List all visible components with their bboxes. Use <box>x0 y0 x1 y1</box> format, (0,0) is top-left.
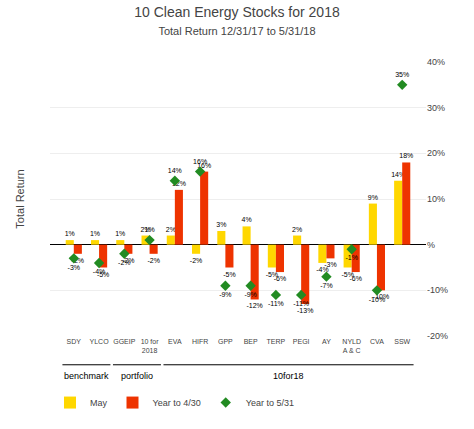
svg-text:-20%: -20% <box>427 331 448 341</box>
svg-text:HIFR: HIFR <box>192 338 208 345</box>
svg-text:-2%: -2% <box>122 257 134 264</box>
svg-text:-12%: -12% <box>246 302 262 309</box>
svg-text:PEGI: PEGI <box>293 338 310 345</box>
svg-text:%: % <box>427 240 435 250</box>
svg-text:BEP: BEP <box>244 338 258 345</box>
svg-text:-2%: -2% <box>147 257 159 264</box>
svg-text:-13%: -13% <box>297 307 313 314</box>
svg-text:10for18: 10for18 <box>273 371 304 381</box>
svg-text:-3%: -3% <box>68 264 80 271</box>
svg-text:30%: 30% <box>427 103 445 113</box>
svg-text:2%: 2% <box>292 226 302 233</box>
svg-text:40%: 40% <box>427 57 445 67</box>
svg-text:EVA: EVA <box>168 338 182 345</box>
svg-text:-10%: -10% <box>369 296 385 303</box>
svg-text:16%: 16% <box>197 162 211 169</box>
svg-text:Year to 5/31: Year to 5/31 <box>246 398 294 408</box>
svg-text:-1%: -1% <box>345 254 357 261</box>
svg-text:1%: 1% <box>90 230 100 237</box>
svg-text:benchmark: benchmark <box>64 371 109 381</box>
svg-text:TERP: TERP <box>267 338 286 345</box>
svg-text:20%: 20% <box>427 148 445 158</box>
svg-text:YLCO: YLCO <box>90 338 110 345</box>
svg-text:-10%: -10% <box>427 285 448 295</box>
svg-text:May: May <box>90 398 108 408</box>
svg-text:Year to 4/30: Year to 4/30 <box>153 398 201 408</box>
svg-text:-2%: -2% <box>118 259 130 266</box>
svg-text:10%: 10% <box>427 194 445 204</box>
svg-text:10 Clean Energy Stocks for 201: 10 Clean Energy Stocks for 2018Total Ret… <box>134 4 340 37</box>
svg-text:-2%: -2% <box>190 257 202 264</box>
svg-text:portfolio: portfolio <box>121 371 153 381</box>
svg-text:16%: 16% <box>193 158 207 165</box>
svg-text:SSW: SSW <box>394 338 410 345</box>
svg-text:1%: 1% <box>115 230 125 237</box>
svg-text:-4%: -4% <box>93 268 105 275</box>
svg-text:GPP: GPP <box>218 338 233 345</box>
svg-text:2%: 2% <box>166 226 176 233</box>
svg-text:-4%: -4% <box>316 266 328 273</box>
svg-text:-9%: -9% <box>219 291 231 298</box>
svg-text:35%: 35% <box>395 71 409 78</box>
svg-text:-10%: -10% <box>373 293 389 300</box>
svg-text:Total Return: Total Return <box>14 169 26 228</box>
svg-text:GGEIP: GGEIP <box>113 338 136 345</box>
svg-text:2%: 2% <box>140 226 150 233</box>
svg-text:-5%: -5% <box>341 271 353 278</box>
svg-text:CVA: CVA <box>370 338 384 345</box>
svg-text:-6%: -6% <box>349 275 361 282</box>
svg-text:3%: 3% <box>216 221 226 228</box>
svg-text:-9%: -9% <box>244 291 256 298</box>
svg-text:1%: 1% <box>145 226 155 233</box>
svg-text:-11%: -11% <box>293 300 309 307</box>
svg-text:18%: 18% <box>399 152 413 159</box>
svg-text:14%: 14% <box>168 167 182 174</box>
svg-text:-11%: -11% <box>268 300 284 307</box>
svg-text:14%: 14% <box>391 171 405 178</box>
svg-text:-5%: -5% <box>97 271 109 278</box>
svg-text:NYLDA & C: NYLDA & C <box>342 338 361 354</box>
svg-text:4%: 4% <box>242 216 252 223</box>
svg-text:-3%: -3% <box>324 261 336 268</box>
svg-text:-5%: -5% <box>266 271 278 278</box>
svg-text:-6%: -6% <box>274 275 286 282</box>
svg-text:9%: 9% <box>368 194 378 201</box>
svg-text:-5%: -5% <box>223 271 235 278</box>
svg-text:SDY: SDY <box>67 338 82 345</box>
svg-text:1%: 1% <box>65 230 75 237</box>
svg-text:12%: 12% <box>172 180 186 187</box>
svg-text:-2%: -2% <box>72 257 84 264</box>
svg-text:10 for2018: 10 for2018 <box>141 338 160 354</box>
svg-text:AY: AY <box>322 338 331 345</box>
svg-text:-7%: -7% <box>320 282 332 289</box>
